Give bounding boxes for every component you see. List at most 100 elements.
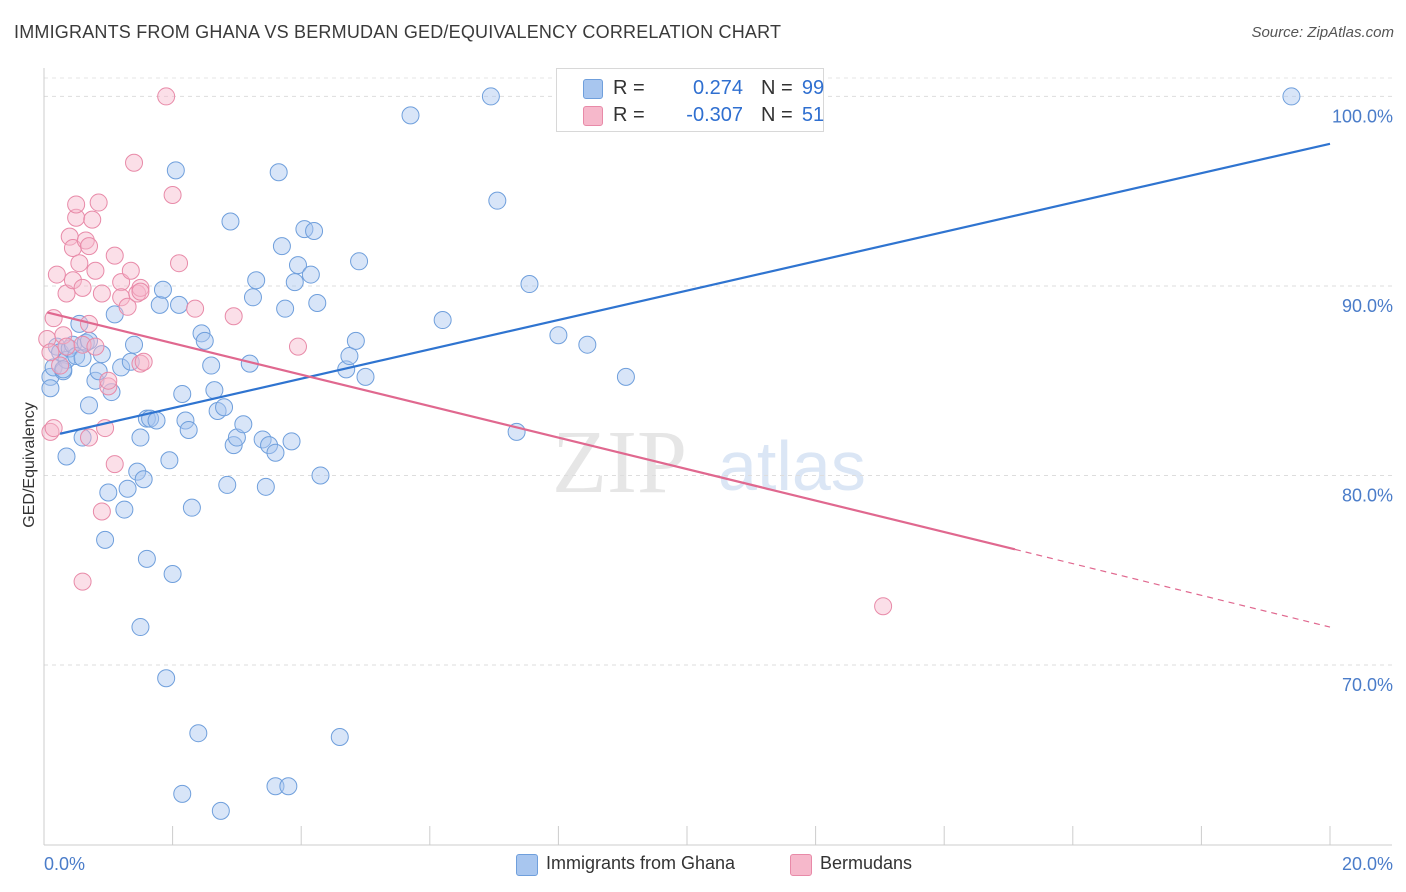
legend-swatch-ghana bbox=[583, 79, 603, 99]
ghana-point bbox=[243, 288, 262, 307]
bermudan-point bbox=[80, 237, 99, 256]
bermudan-point bbox=[99, 371, 118, 390]
y-tick-label: 70.0% bbox=[1342, 675, 1393, 695]
bermudan-point bbox=[131, 282, 150, 301]
bermudan-point bbox=[57, 337, 76, 356]
bermudan-point bbox=[89, 193, 108, 212]
ghana-point bbox=[41, 379, 60, 398]
y-tick-labels: 100.0% 90.0% 80.0% 70.0% bbox=[1332, 106, 1393, 695]
ghana-point bbox=[134, 470, 153, 489]
bermudan-point bbox=[105, 246, 124, 265]
ghana-point bbox=[266, 777, 285, 796]
ghana-point bbox=[76, 333, 95, 352]
series-name-ghana: Immigrants from Ghana bbox=[546, 853, 736, 873]
ghana-point bbox=[166, 161, 185, 180]
x-tick-labels: 0.0% 20.0% bbox=[44, 854, 1393, 874]
ghana-point bbox=[73, 348, 92, 367]
ghana-point bbox=[301, 265, 320, 284]
bermudan-point bbox=[288, 337, 307, 356]
ghana-point bbox=[234, 415, 253, 434]
ghana-point bbox=[195, 331, 214, 350]
bermudan-point bbox=[874, 597, 893, 616]
ghana-point bbox=[99, 483, 118, 502]
ghana-point bbox=[282, 432, 301, 451]
bermudan-point bbox=[99, 377, 118, 396]
bermudan-point bbox=[63, 271, 82, 290]
ghana-point bbox=[256, 477, 275, 496]
bermudan-point bbox=[86, 337, 105, 356]
ghana-point bbox=[150, 295, 169, 314]
ghana-point bbox=[153, 280, 172, 299]
ghana-point bbox=[115, 500, 134, 519]
ghana-point bbox=[173, 384, 192, 403]
legend-r-value-ghana: 0.274 bbox=[692, 77, 743, 99]
bermudan-trend-extension bbox=[1014, 548, 1331, 628]
x-tick-label: 20.0% bbox=[1342, 854, 1393, 874]
ghana-point bbox=[163, 564, 182, 583]
bermudan-point bbox=[51, 356, 70, 375]
bermudan-point bbox=[41, 343, 60, 362]
bermudan-point bbox=[131, 354, 150, 373]
ghana-point bbox=[67, 347, 86, 366]
watermark-zip: ZIP bbox=[552, 413, 687, 512]
bermudan-point bbox=[67, 208, 86, 227]
ghana-point bbox=[118, 479, 137, 498]
ghana-point bbox=[578, 335, 597, 354]
ghana-point bbox=[272, 237, 291, 256]
ghana-point bbox=[305, 221, 324, 240]
bermudan-point bbox=[86, 261, 105, 280]
watermark-atlas: atlas bbox=[718, 427, 866, 505]
ghana-point bbox=[285, 273, 304, 292]
legend-n-value-ghana: 99 bbox=[801, 77, 825, 99]
ghana-point bbox=[330, 727, 349, 746]
y-tick-label: 90.0% bbox=[1342, 296, 1393, 316]
ghana-point bbox=[96, 530, 115, 549]
bermudan-point bbox=[118, 297, 137, 316]
ghana-point bbox=[549, 326, 568, 345]
bermudan-point bbox=[125, 153, 144, 172]
legend-n-value-bermudans: 51 bbox=[801, 104, 825, 126]
ghana-point bbox=[276, 299, 295, 318]
ghana-point bbox=[112, 358, 131, 377]
ghana-point bbox=[182, 498, 201, 517]
ghana-point bbox=[92, 345, 111, 364]
bermudan-point bbox=[54, 326, 73, 345]
axes bbox=[43, 68, 1392, 846]
ghana-point bbox=[221, 212, 240, 231]
bermudan-point bbox=[224, 307, 243, 326]
bermudan-trend-line bbox=[46, 311, 1016, 551]
ghana-point bbox=[488, 191, 507, 210]
series-name-bermudans: Bermudans bbox=[820, 853, 913, 873]
ghana-point bbox=[356, 367, 375, 386]
ghana-point bbox=[211, 801, 230, 820]
bermudan-point bbox=[92, 502, 111, 521]
watermark: ZIP atlas bbox=[552, 413, 866, 512]
ghana-point bbox=[266, 443, 285, 462]
ghana-point bbox=[176, 411, 195, 430]
ghana-point bbox=[260, 436, 279, 455]
ghana-point bbox=[433, 311, 452, 330]
legend-n-label: N = bbox=[761, 77, 793, 99]
bermudan-point bbox=[92, 284, 111, 303]
ghana-point bbox=[616, 367, 635, 386]
ghana-point bbox=[125, 335, 144, 354]
ghana-trend-line bbox=[59, 142, 1331, 435]
chart-title: IMMIGRANTS FROM GHANA VS BERMUDAN GED/EQ… bbox=[14, 22, 782, 42]
ghana-point bbox=[308, 293, 327, 312]
ghana-point bbox=[202, 356, 221, 375]
ghana-point bbox=[218, 475, 237, 494]
y-tick-label: 80.0% bbox=[1342, 485, 1393, 505]
y-tick-label: 100.0% bbox=[1332, 106, 1393, 126]
ghana-point bbox=[189, 724, 208, 743]
legend-n-label: N = bbox=[761, 104, 793, 126]
legend-r-label: R = bbox=[613, 104, 645, 126]
chart-source: Source: ZipAtlas.com bbox=[1251, 24, 1394, 41]
ghana-point bbox=[137, 549, 156, 568]
data-points bbox=[38, 87, 1301, 820]
bermudan-point bbox=[70, 254, 89, 273]
ghana-point bbox=[80, 396, 99, 415]
bermudan-point bbox=[57, 284, 76, 303]
bermudan-point bbox=[170, 254, 189, 273]
ghana-point bbox=[346, 331, 365, 350]
